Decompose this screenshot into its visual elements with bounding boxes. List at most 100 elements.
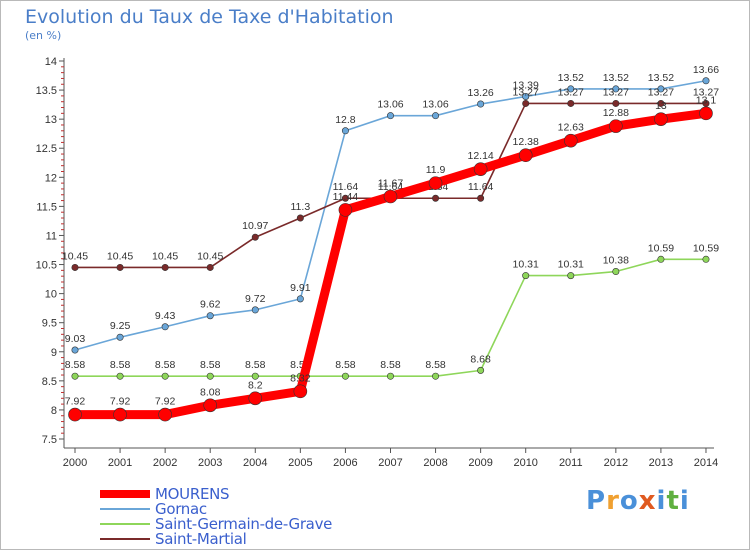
- logo-letter: i: [656, 486, 667, 516]
- data-label: 10.31: [558, 259, 584, 271]
- y-tick-label: 9: [51, 347, 57, 359]
- legend-label: Saint-Martial: [155, 530, 247, 548]
- logo-letter: P: [586, 486, 607, 516]
- data-point: [161, 372, 169, 380]
- x-tick-label: 2012: [604, 457, 628, 469]
- data-label: 13.27: [558, 86, 584, 98]
- data-point: [341, 127, 349, 135]
- logo-letter: o: [619, 486, 639, 516]
- series-saint-germain-de-grave: 8.58 8.58 8.58 8.58 8.58 8.58 8.58 8.58 8.58 8.68…: [65, 242, 719, 380]
- y-tick-label: 8.5: [42, 376, 57, 388]
- data-label: 8.2: [248, 379, 263, 391]
- y-tick-label: 12: [45, 172, 57, 184]
- data-label: 12.38: [513, 136, 539, 148]
- data-label: 10.59: [648, 242, 674, 254]
- data-label: 10.45: [197, 250, 223, 262]
- data-point: [612, 99, 620, 107]
- data-label: 13.52: [648, 72, 674, 84]
- x-tick-label: 2014: [694, 457, 718, 469]
- chart-unit-label: (en %): [25, 29, 62, 42]
- data-point: [161, 263, 169, 271]
- data-point: [428, 176, 443, 190]
- data-label: 13.27: [693, 86, 719, 98]
- data-label: 9.03: [65, 333, 86, 345]
- data-point: [657, 255, 665, 263]
- data-label: 10.45: [107, 250, 133, 262]
- data-point: [477, 194, 485, 202]
- data-point: [338, 203, 353, 217]
- y-tick-label: 13.5: [36, 85, 57, 97]
- data-label: 9.72: [245, 293, 266, 305]
- data-point: [477, 366, 485, 374]
- data-label: 12.63: [558, 122, 584, 134]
- x-tick-label: 2001: [108, 457, 132, 469]
- data-label: 12.14: [467, 150, 493, 162]
- data-label: 10.45: [152, 250, 178, 262]
- data-point: [522, 272, 530, 280]
- data-label: 10.45: [62, 250, 88, 262]
- data-point: [203, 398, 218, 413]
- legend-item: Saint-Martial: [0, 530, 360, 548]
- data-point: [341, 194, 349, 202]
- data-label: 8.58: [380, 359, 401, 371]
- series-mourens: 7.92 7.92 7.92 8.08 8.2 8.32 11.44 11.67 11.9 12.…: [65, 94, 716, 422]
- data-label: 8.58: [200, 359, 221, 371]
- data-point: [386, 112, 394, 120]
- data-label: 10.97: [242, 220, 268, 232]
- data-point: [432, 372, 440, 380]
- data-label: 9.43: [155, 310, 176, 322]
- data-point: [341, 372, 349, 380]
- y-tick-label: 12.5: [36, 143, 57, 155]
- data-label: 8.58: [245, 359, 266, 371]
- y-tick-label: 8: [51, 405, 57, 417]
- data-point: [518, 148, 533, 163]
- data-point: [567, 99, 575, 107]
- data-label: 9.62: [200, 299, 221, 311]
- data-point: [702, 77, 710, 85]
- data-label: 13.06: [422, 99, 448, 111]
- data-label: 8.58: [110, 359, 131, 371]
- data-point: [432, 112, 440, 120]
- y-tick-label: 10.5: [36, 260, 57, 272]
- data-point: [251, 233, 259, 241]
- data-point: [206, 372, 214, 380]
- data-label: 8.58: [155, 359, 176, 371]
- data-point: [702, 255, 710, 263]
- data-label: 13.52: [603, 72, 629, 84]
- data-label: 13.39: [513, 79, 539, 91]
- logo-letter: t: [666, 486, 680, 516]
- x-tick-label: 2008: [423, 457, 447, 469]
- x-tick-label: 2004: [243, 457, 267, 469]
- logo-letter: r: [606, 486, 620, 516]
- data-point: [432, 194, 440, 202]
- data-label: 8.08: [200, 386, 221, 398]
- x-tick-label: 2013: [649, 457, 673, 469]
- data-label: 12.8: [335, 114, 356, 126]
- data-point: [116, 372, 124, 380]
- data-point: [206, 312, 214, 320]
- data-point: [116, 263, 124, 271]
- x-tick-label: 2000: [63, 457, 87, 469]
- data-label: 7.92: [110, 396, 131, 408]
- legend-label: MOURENS: [155, 485, 230, 503]
- x-tick-label: 2010: [513, 457, 537, 469]
- data-label: 9.25: [110, 320, 131, 332]
- data-label: 13: [655, 100, 667, 112]
- data-point: [158, 407, 172, 422]
- data-point: [383, 189, 398, 204]
- y-tick-label: 7.5: [42, 434, 57, 446]
- data-point: [567, 272, 575, 280]
- data-point: [248, 391, 263, 406]
- legend-swatch: [100, 538, 150, 540]
- data-point: [296, 295, 304, 303]
- data-label: 8.58: [335, 359, 356, 371]
- data-label: 8.32: [290, 372, 311, 384]
- logo-letter: x: [638, 486, 657, 516]
- data-label: 11.3: [291, 201, 311, 213]
- data-point: [206, 263, 214, 271]
- data-label: 8.58: [65, 359, 86, 371]
- data-label: 13.26: [467, 87, 493, 99]
- data-label: 11.64: [468, 181, 494, 193]
